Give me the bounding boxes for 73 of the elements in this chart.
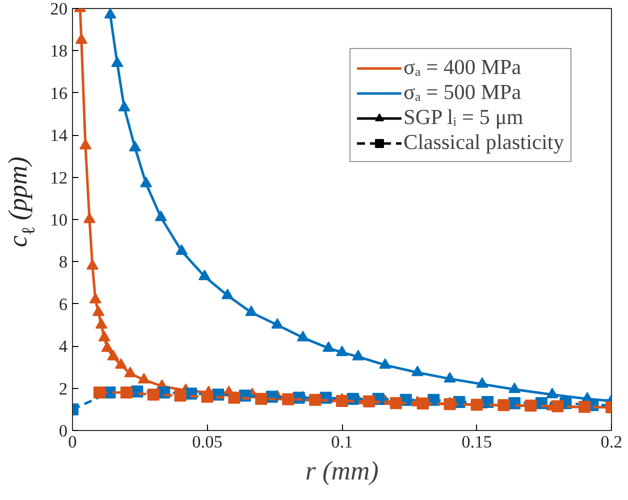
point [362,395,375,408]
point [221,288,234,300]
point [120,386,132,399]
point [352,350,364,360]
point [476,377,488,388]
point [104,8,116,19]
point [552,400,564,412]
point [309,394,322,406]
y-tick-label: 16 [50,84,68,103]
point [107,350,120,360]
y-tick-label: 4 [58,337,68,356]
point [271,318,284,329]
point [138,373,150,384]
y-tick-label: 2 [58,379,68,398]
legend-label: σₐ = 400 MPa [403,55,522,80]
point [416,397,429,410]
point [79,138,92,150]
legend-label: σₐ = 500 MPa [403,80,522,105]
point [498,399,510,412]
y-tick-label: 8 [58,252,68,272]
point [198,270,211,280]
point [147,388,160,401]
point [176,244,188,255]
point [101,341,114,352]
point [578,400,591,413]
point [129,140,142,152]
point [154,210,167,222]
point [86,259,98,270]
point [111,56,124,68]
point [336,394,348,407]
point [245,305,258,316]
point [201,390,214,403]
point [296,330,309,342]
y-tick-label: 12 [50,168,68,188]
point [124,366,136,378]
point [83,212,96,224]
point [336,346,348,356]
point [255,392,268,405]
x-tick-label: 0.1 [331,432,353,452]
point [546,388,558,398]
point [92,305,104,316]
x-tick-label: 0.05 [192,432,222,452]
point [115,358,128,369]
y-axis-title: cℓ (ppm) [2,156,40,248]
point [228,392,240,404]
point [379,358,392,369]
point [322,341,335,352]
y-tick-label: 20 [50,0,68,18]
y-tick-label: 10 [50,210,68,230]
point [93,386,106,399]
point [444,372,456,382]
x-axis-title: r (mm) [305,456,379,486]
legend-label: SGP lᵢ = 5 μm [403,105,524,130]
point [282,393,294,406]
legend-label: Classical plasticity [403,130,564,155]
x-tick-label: 0.2 [600,432,622,452]
point [390,397,402,410]
point [174,390,186,402]
point [508,382,520,394]
point [75,33,88,44]
point [524,400,537,412]
point [98,330,110,342]
y-tick-label: 18 [50,42,68,61]
point [470,398,483,411]
x-tick-label: 0.15 [462,432,492,452]
y-tick-label: 6 [58,294,68,314]
point [444,398,456,410]
point [140,176,152,188]
point [118,100,130,112]
point [411,366,424,376]
y-tick-label: 14 [50,126,68,146]
point [89,292,102,304]
point [95,318,108,329]
